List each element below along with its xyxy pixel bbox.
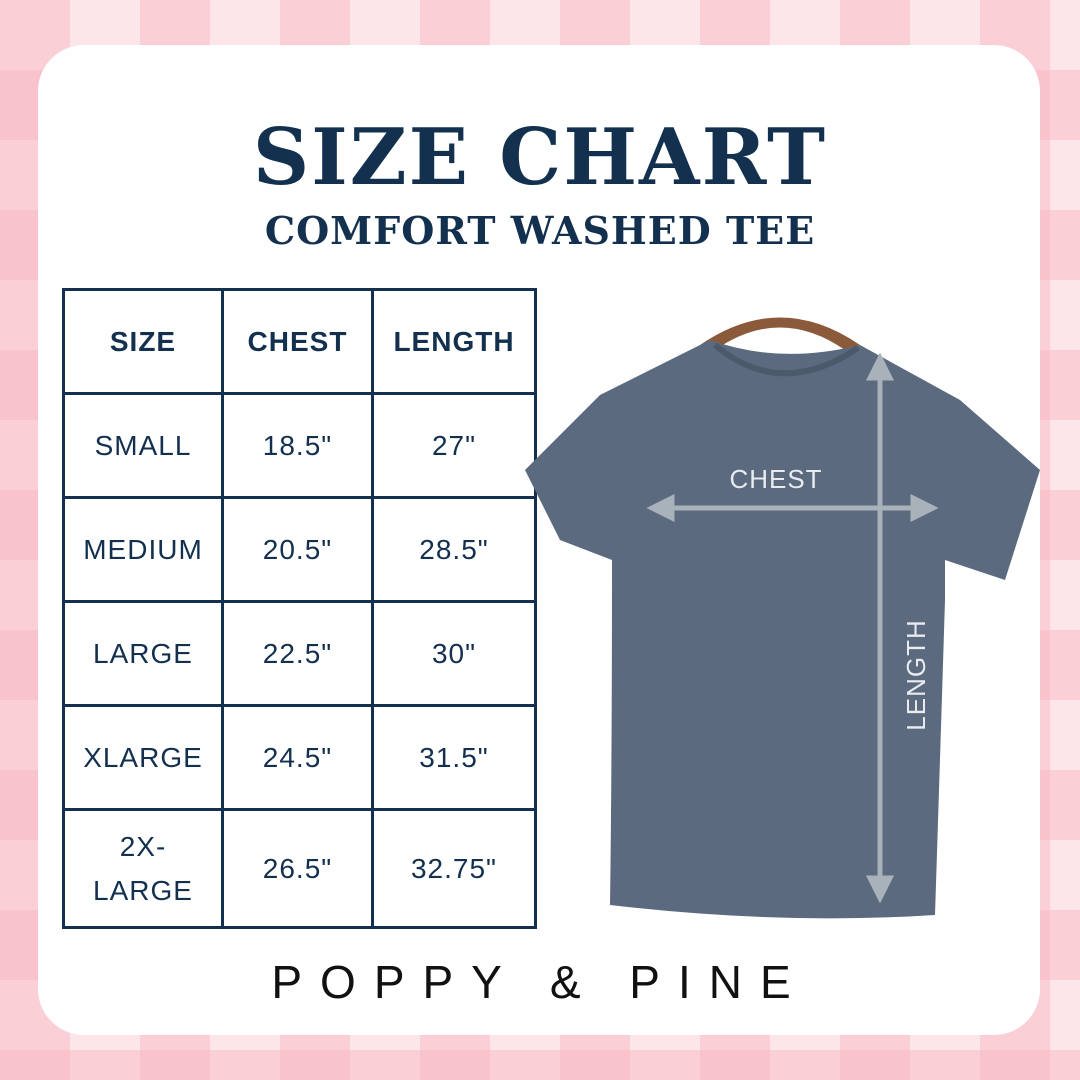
cell: 26.5" — [221, 808, 374, 929]
cell: XLARGE — [62, 704, 224, 811]
chest-label: CHEST — [729, 464, 822, 494]
cell: 28.5" — [371, 496, 537, 603]
cell: 2X-LARGE — [62, 808, 224, 929]
cell: LARGE — [62, 600, 224, 707]
table-row: LARGE 22.5" 30" — [62, 600, 537, 707]
cell: 18.5" — [221, 392, 374, 499]
tshirt-image — [525, 340, 1040, 919]
size-table: SIZE CHEST LENGTH SMALL 18.5" 27" MEDIUM 20… — [62, 288, 537, 929]
brand-name: POPPY & PINE — [271, 956, 809, 1008]
cell: MEDIUM — [62, 496, 224, 603]
table-row: MEDIUM 20.5" 28.5" — [62, 496, 537, 603]
table-row: SMALL 18.5" 27" — [62, 392, 537, 499]
cell: 22.5" — [221, 600, 374, 707]
table-row: 2X-LARGE 26.5" 32.75" — [62, 808, 537, 929]
cell: 20.5" — [221, 496, 374, 603]
cell: 27" — [371, 392, 537, 499]
cell: SMALL — [62, 392, 224, 499]
cell-text: 2X-LARGE — [93, 831, 193, 906]
page-title: SIZE CHART — [252, 112, 828, 203]
column-header: SIZE — [62, 288, 224, 395]
column-header: CHEST — [221, 288, 374, 395]
hanger-icon — [700, 317, 860, 350]
column-header: LENGTH — [371, 288, 537, 395]
table-row: XLARGE 24.5" 31.5" — [62, 704, 537, 811]
cell: 24.5" — [221, 704, 374, 811]
table-header-row: SIZE CHEST LENGTH — [62, 288, 537, 395]
length-label: LENGTH — [901, 619, 931, 730]
cell: 30" — [371, 600, 537, 707]
page-subtitle: COMFORT WASHED TEE — [264, 208, 816, 253]
cell: 32.75" — [371, 808, 537, 929]
cell: 31.5" — [371, 704, 537, 811]
tshirt-diagram: CHEST LENGTH — [525, 317, 1040, 919]
